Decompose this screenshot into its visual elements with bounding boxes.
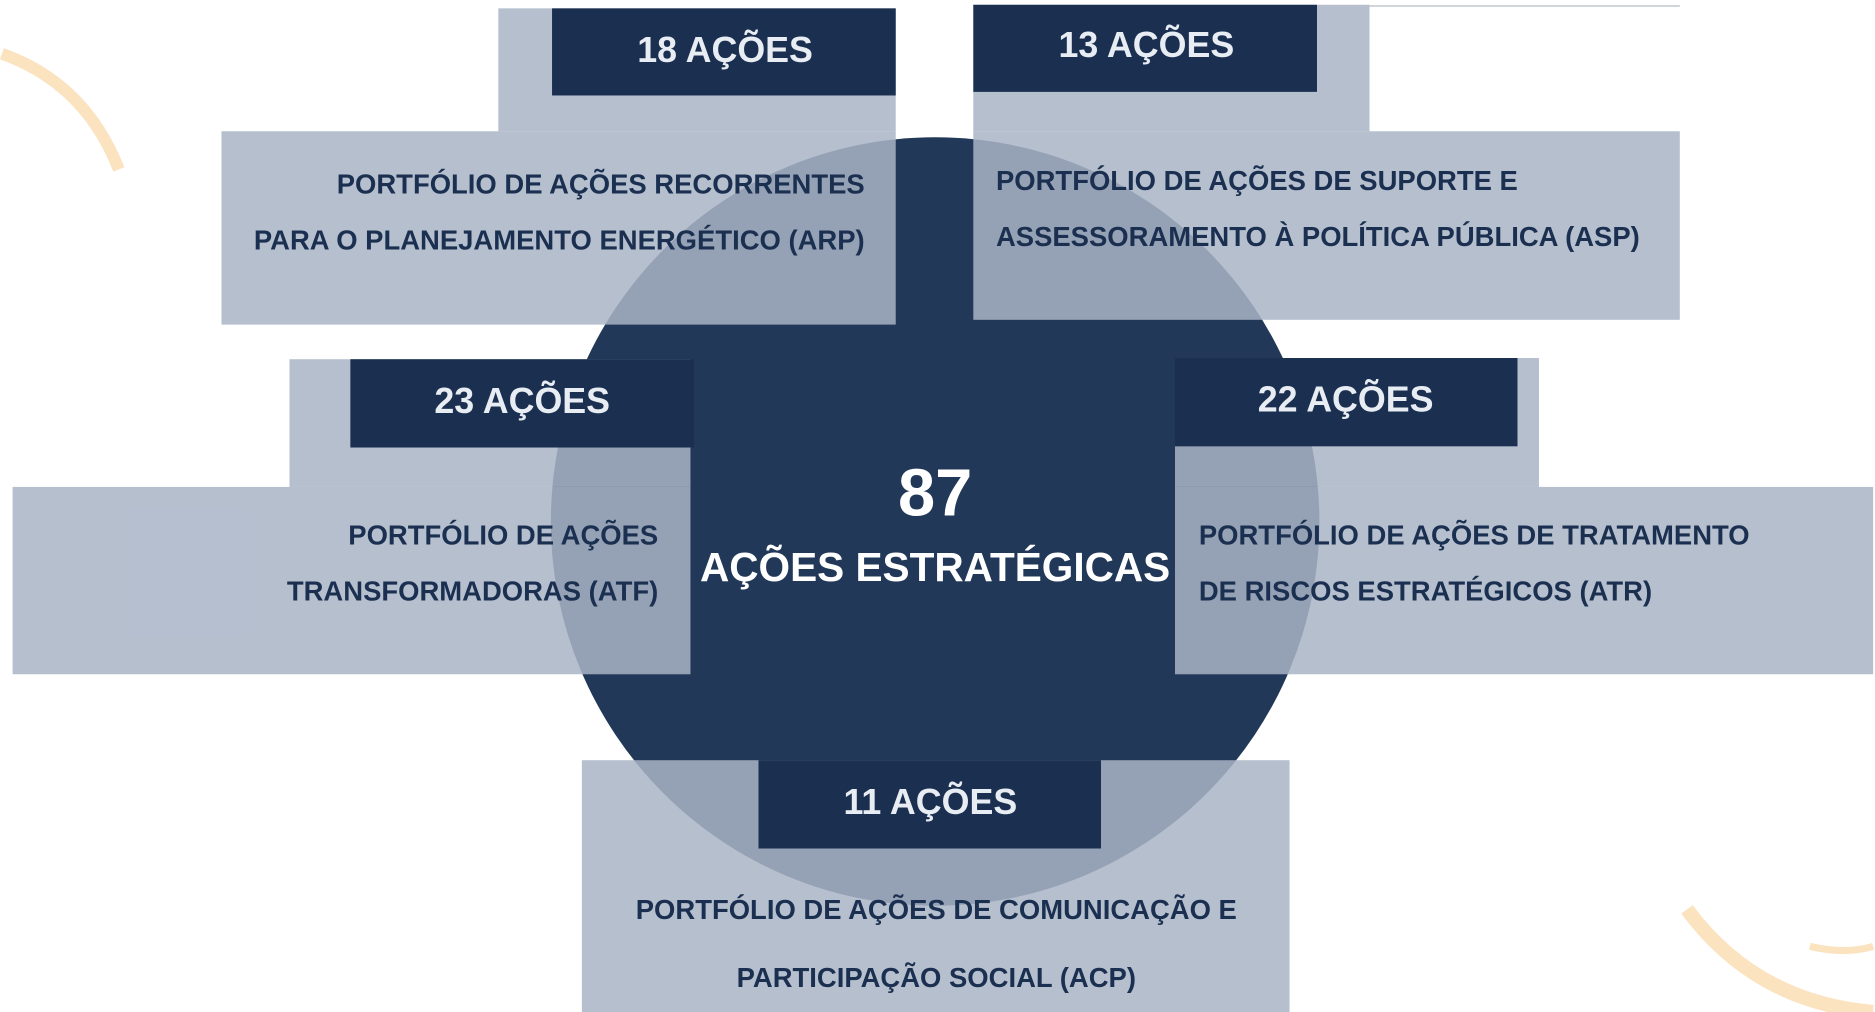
count-label: 13 AÇÕES	[1058, 25, 1234, 65]
decoration	[1809, 942, 1875, 955]
center-label: AÇÕES ESTRATÉGICAS	[700, 544, 1170, 590]
center-number: 87	[898, 456, 972, 530]
count-tag	[758, 760, 1101, 849]
portfolio-title: TRANSFORMADORAS (ATF)	[287, 575, 658, 606]
portfolio-box	[12, 486, 691, 675]
center-circle	[550, 137, 1320, 906]
portfolio-title: PARA O PLANEJAMENTO ENERGÉTICO (ARP)	[254, 225, 865, 256]
decoration	[1681, 905, 1874, 1012]
count-label: 18 AÇÕES	[637, 30, 813, 70]
portfolio-title: PORTFÓLIO DE AÇÕES DE SUPORTE E	[996, 165, 1518, 196]
count-label: 22 AÇÕES	[1258, 380, 1434, 420]
decoration	[0, 48, 125, 172]
portfolio-title: PORTFÓLIO DE AÇÕES RECORRENTES	[337, 168, 865, 199]
portfolios: 18 AÇÕES PORTFÓLIO DE AÇÕES RECORRENTES PA…	[12, 4, 1874, 1012]
portfolio-title: PARTICIPAÇÃO SOCIAL (ACP)	[737, 962, 1136, 993]
count-label: 23 AÇÕES	[434, 381, 610, 421]
portfolio-box	[1174, 486, 1874, 675]
portfolio-box	[973, 131, 1680, 320]
portfolio-title: PORTFÓLIO DE AÇÕES DE TRATAMENTO	[1199, 519, 1750, 550]
portfolio-title: PORTFÓLIO DE AÇÕES	[348, 519, 658, 550]
portfolio-box	[221, 131, 896, 325]
count-tag	[973, 4, 1317, 92]
portfolio-title: DE RISCOS ESTRATÉGICOS (ATR)	[1199, 575, 1652, 606]
count-tag	[350, 359, 695, 448]
count-label: 11 AÇÕES	[843, 782, 1017, 822]
portfolio-title: ASSESSORAMENTO À POLÍTICA PÚBLICA (ASP)	[996, 221, 1640, 252]
portfolio-title: PORTFÓLIO DE AÇÕES DE COMUNICAÇÃO E	[636, 894, 1237, 925]
count-tag	[552, 8, 896, 96]
count-tag	[1174, 358, 1518, 447]
